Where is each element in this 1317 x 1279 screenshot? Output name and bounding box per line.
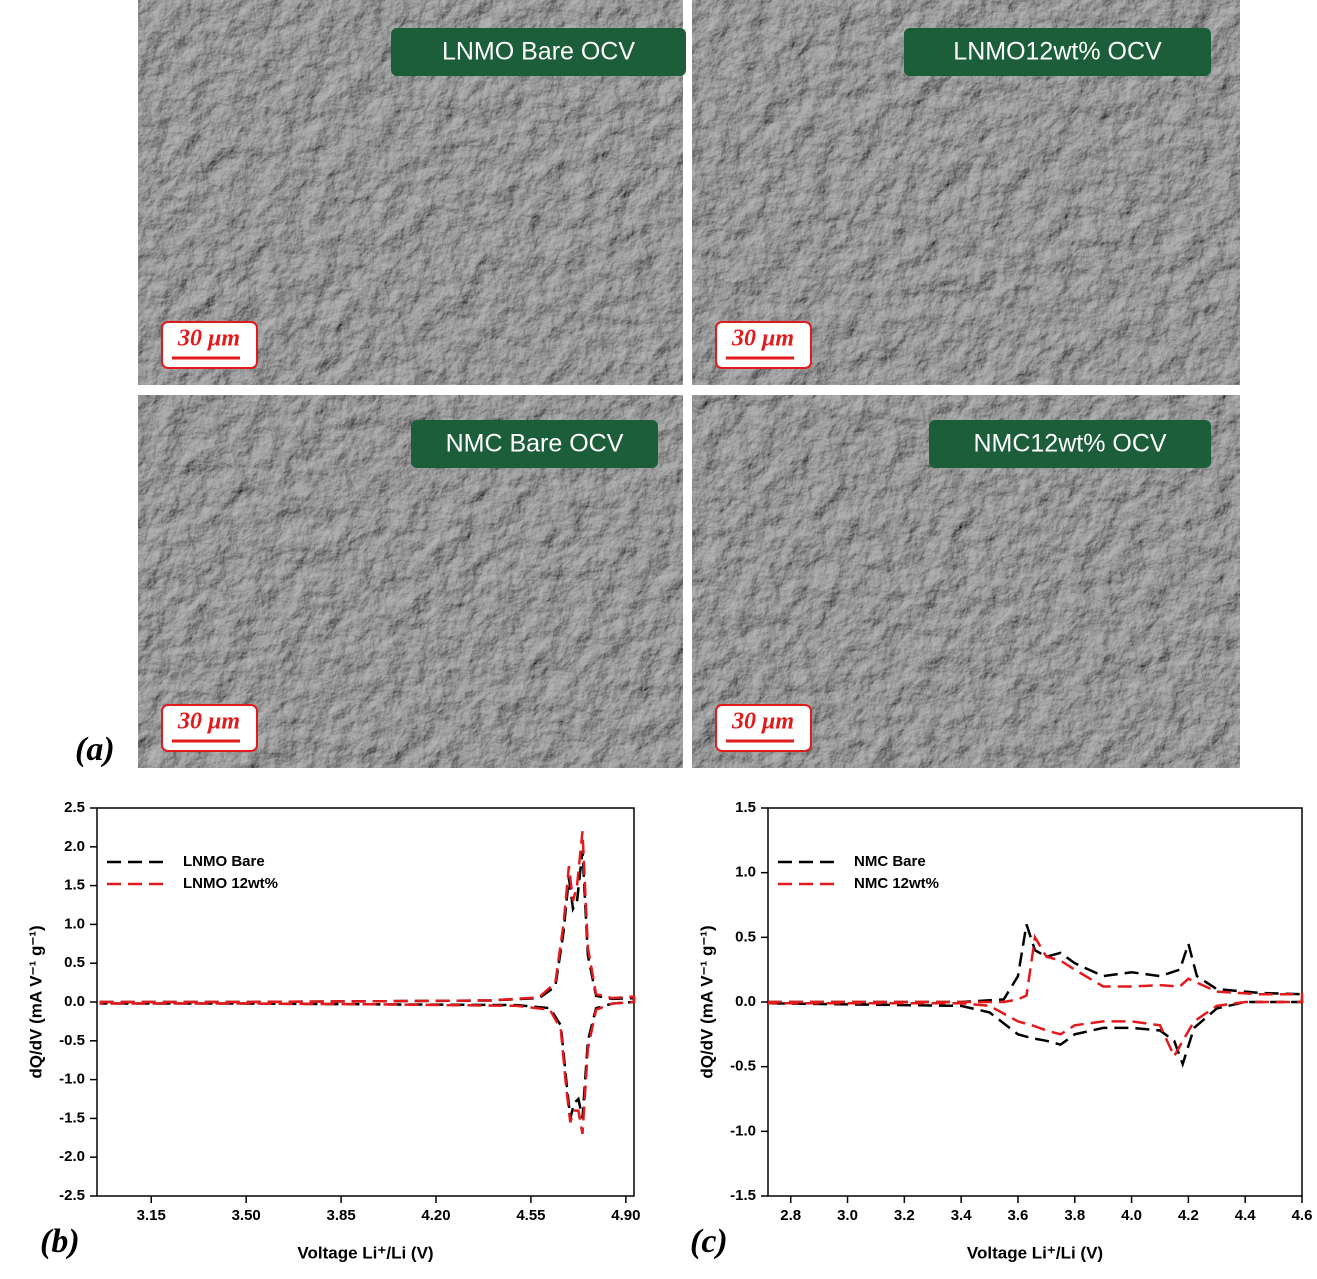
x-tick-label: 3.8 — [1064, 1207, 1085, 1224]
panel-title: LNMO12wt% OCV — [953, 38, 1162, 66]
panel-title: NMC Bare OCV — [446, 430, 624, 458]
y-tick-label: -2.0 — [59, 1148, 85, 1165]
y-tick-label: 0.0 — [64, 993, 85, 1010]
y-axis-title: dQ/dV (mA V⁻¹ g⁻¹) — [26, 925, 45, 1078]
panel-label: (b) — [40, 1223, 80, 1260]
panel-label: (c) — [690, 1223, 728, 1260]
y-tick-label: 1.0 — [735, 864, 756, 881]
x-tick-label: 3.6 — [1008, 1207, 1029, 1224]
x-tick-label: 4.20 — [421, 1207, 450, 1224]
x-tick-label: 3.0 — [837, 1207, 858, 1224]
legend-label: LNMO 12wt% — [183, 875, 278, 892]
y-tick-label: -1.5 — [730, 1187, 756, 1204]
x-tick-label: 2.8 — [780, 1207, 801, 1224]
legend-label: NMC Bare — [854, 853, 926, 870]
x-tick-label: 3.2 — [894, 1207, 915, 1224]
x-axis-title: Voltage Li⁺/Li (V) — [297, 1243, 433, 1262]
series-line — [768, 937, 1302, 1056]
x-tick-label: 3.85 — [326, 1207, 355, 1224]
x-tick-label: 3.15 — [137, 1207, 166, 1224]
figure: (a) LNMO Bare OCV 30 μm LNMO12wt% OCV 30 μm… — [0, 0, 1317, 1274]
y-tick-label: 2.5 — [64, 799, 85, 816]
x-tick-label: 4.55 — [516, 1207, 545, 1224]
y-axis-title: dQ/dV (mA V⁻¹ g⁻¹) — [697, 925, 716, 1078]
y-tick-label: -1.5 — [59, 1109, 85, 1126]
scale-label: 30 μm — [731, 326, 794, 352]
x-tick-label: 4.90 — [611, 1207, 640, 1224]
scale-label: 30 μm — [177, 709, 240, 735]
x-tick-label: 4.4 — [1235, 1207, 1257, 1224]
x-axis-title: Voltage Li⁺/Li (V) — [967, 1243, 1103, 1262]
y-tick-label: 1.0 — [64, 915, 85, 932]
y-tick-label: 1.5 — [735, 799, 756, 816]
y-tick-label: -1.0 — [730, 1122, 756, 1139]
scale-label: 30 μm — [731, 709, 794, 735]
x-tick-label: 3.4 — [951, 1207, 973, 1224]
y-tick-label: 0.0 — [735, 993, 756, 1010]
y-tick-label: 0.5 — [735, 928, 756, 945]
y-tick-label: -2.5 — [59, 1187, 85, 1204]
series-line — [100, 831, 634, 1134]
y-tick-label: -0.5 — [59, 1032, 85, 1049]
x-tick-label: 4.6 — [1292, 1207, 1313, 1224]
panel-title: LNMO Bare OCV — [442, 38, 635, 66]
y-tick-label: 0.5 — [64, 954, 85, 971]
x-tick-label: 4.2 — [1178, 1207, 1199, 1224]
panel-title: NMC12wt% OCV — [973, 430, 1166, 458]
x-tick-label: 4.0 — [1121, 1207, 1142, 1224]
scale-label: 30 μm — [177, 326, 240, 352]
y-tick-label: 2.0 — [64, 838, 85, 855]
y-tick-label: 1.5 — [64, 877, 85, 894]
x-tick-label: 3.50 — [232, 1207, 261, 1224]
y-tick-label: -1.0 — [59, 1071, 85, 1088]
y-tick-label: -0.5 — [730, 1058, 756, 1075]
series-line — [768, 924, 1302, 1064]
series-line — [100, 851, 634, 1119]
plot-frame — [768, 808, 1302, 1196]
legend-label: LNMO Bare — [183, 853, 265, 870]
panel-label: (a) — [75, 731, 115, 768]
legend-label: NMC 12wt% — [854, 875, 939, 892]
